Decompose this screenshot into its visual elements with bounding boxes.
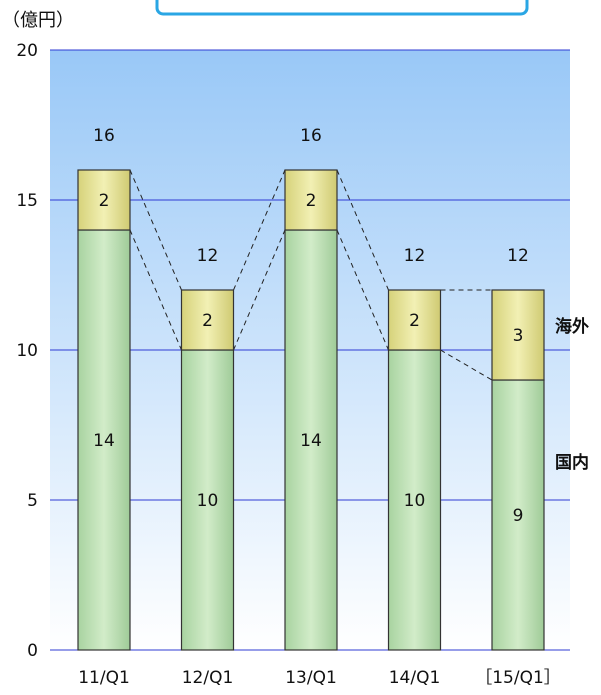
- bar-segment-domestic: [77, 229, 131, 651]
- y-tick-label: 10: [16, 341, 38, 361]
- y-tick-label: 15: [16, 191, 38, 211]
- data-label-domestic: 10: [197, 491, 219, 511]
- title-box: [155, 0, 529, 16]
- bar-segment-overseas: [77, 169, 131, 231]
- bar-segment-overseas: [387, 289, 442, 351]
- bar-segment-domestic: [284, 229, 338, 651]
- data-label-total: 12: [197, 246, 219, 266]
- data-label-overseas: 2: [99, 191, 110, 211]
- data-label-domestic: 14: [93, 431, 115, 451]
- x-tick-label: 11/Q1: [78, 668, 130, 688]
- connector-line: [233, 229, 286, 351]
- y-unit-label: （億円）: [2, 10, 74, 31]
- bar-segment-overseas: [284, 169, 338, 231]
- bar-segment-overseas: [180, 289, 235, 351]
- bar-segment-domestic: [180, 349, 235, 651]
- bars: [77, 169, 545, 651]
- data-label-total: 16: [93, 126, 115, 146]
- data-label-domestic: 10: [404, 491, 426, 511]
- series-label-overseas: 海外: [555, 316, 589, 337]
- data-label-domestic: 14: [300, 431, 322, 451]
- bar-segment-domestic: [491, 379, 545, 651]
- data-label-total: 12: [507, 246, 529, 266]
- data-label-overseas: 3: [513, 326, 524, 346]
- x-axis-ticks: 11/Q1 12/Q1 13/Q1 14/Q1 ［15/Q1］: [78, 668, 561, 688]
- x-tick-label: 13/Q1: [285, 668, 337, 688]
- x-tick-label: ［15/Q1］: [475, 668, 561, 688]
- connector-line: [129, 229, 182, 351]
- connector-line: [336, 169, 389, 291]
- y-axis-ticks: 0 5 10 15 20: [16, 41, 38, 661]
- bar-segment-overseas: [491, 289, 545, 381]
- data-label-overseas: 2: [409, 311, 420, 331]
- data-labels: 14 2 16 10 2 12 14 2 16 10 2 12 9 3 12: [93, 126, 529, 526]
- x-tick-label: 14/Q1: [389, 668, 441, 688]
- data-label-domestic: 9: [513, 506, 524, 526]
- data-label-total: 16: [300, 126, 322, 146]
- data-label-overseas: 2: [202, 311, 213, 331]
- connector-line: [440, 349, 493, 381]
- series-label-domestic: 国内: [555, 452, 589, 473]
- connector-line: [233, 169, 286, 291]
- x-tick-label: 12/Q1: [182, 668, 234, 688]
- data-label-overseas: 2: [306, 191, 317, 211]
- connector-line: [129, 169, 182, 291]
- connector-lines: [129, 169, 493, 381]
- y-tick-label: 5: [27, 491, 38, 511]
- y-tick-label: 0: [27, 641, 38, 661]
- data-label-total: 12: [404, 246, 426, 266]
- connector-line: [336, 229, 389, 351]
- y-tick-label: 20: [16, 41, 38, 61]
